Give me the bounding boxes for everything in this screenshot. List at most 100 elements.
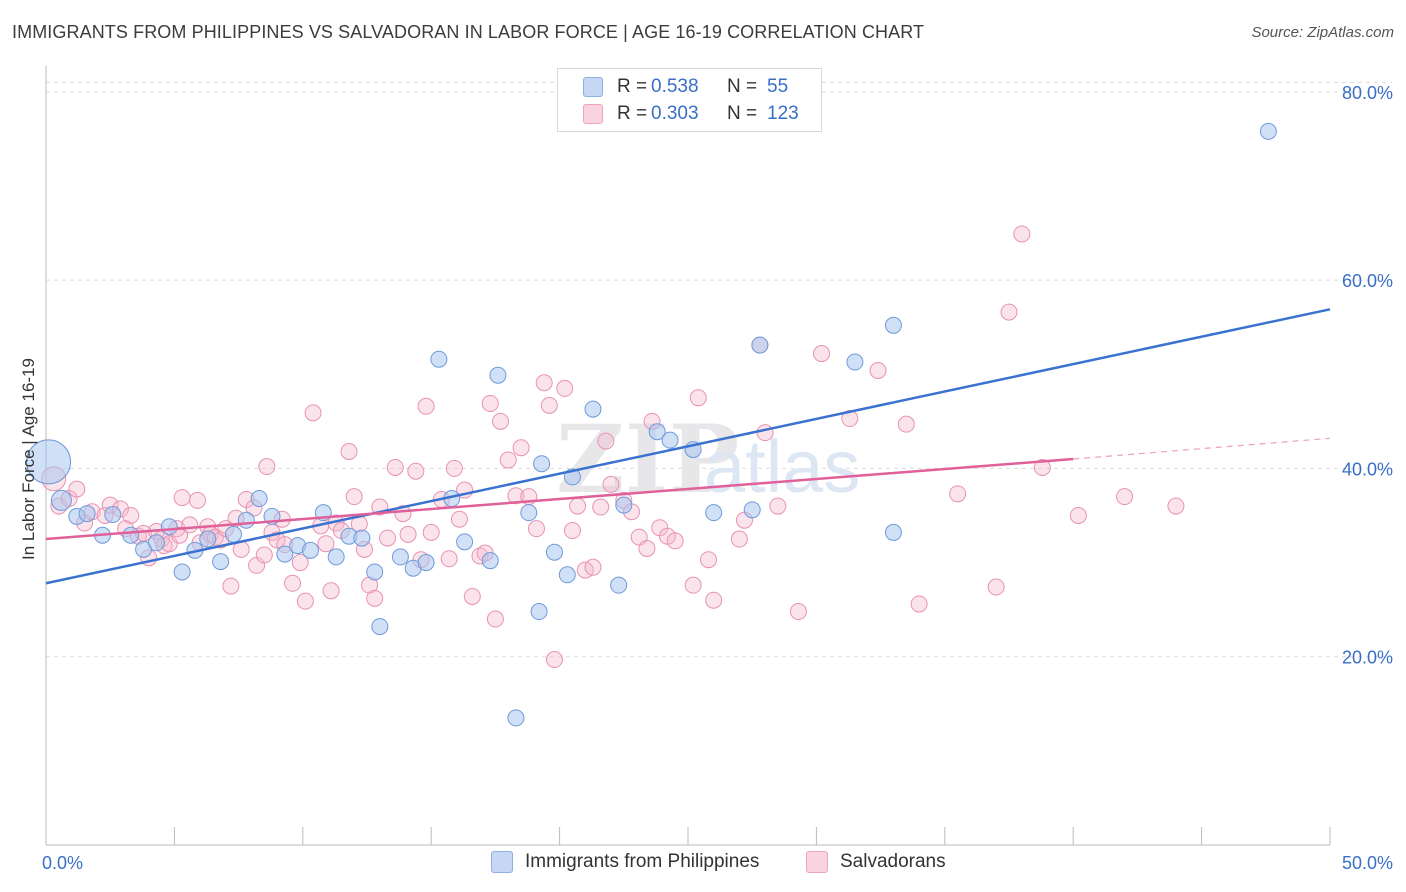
data-point xyxy=(391,548,409,566)
data-point xyxy=(846,353,864,371)
data-point xyxy=(535,374,553,392)
data-point xyxy=(173,489,191,507)
data-point xyxy=(533,455,551,473)
data-point xyxy=(181,516,199,534)
data-point xyxy=(556,379,574,397)
data-point xyxy=(615,496,633,514)
data-point xyxy=(540,396,558,414)
data-point xyxy=(407,462,425,480)
data-point xyxy=(545,651,563,669)
data-point xyxy=(705,504,723,522)
x-tick-label: 0.0% xyxy=(42,853,83,873)
data-point xyxy=(597,432,615,450)
data-point xyxy=(769,497,787,515)
data-point xyxy=(345,488,363,506)
y-tick-label: 20.0% xyxy=(1342,648,1393,668)
y-axis-label: In Labor Force | Age 16-19 xyxy=(19,358,38,560)
data-point xyxy=(379,529,397,547)
y-tick-label: 60.0% xyxy=(1342,271,1393,291)
n-value: 123 xyxy=(767,103,799,124)
data-point xyxy=(884,316,902,334)
chart-title: IMMIGRANTS FROM PHILIPPINES VS SALVADORA… xyxy=(12,22,925,42)
legend-swatch-blue xyxy=(491,851,513,873)
data-point xyxy=(545,543,563,561)
legend-swatch-pink xyxy=(806,851,828,873)
data-point xyxy=(558,566,576,584)
trendline-salvadorans-extension xyxy=(1073,437,1331,460)
data-point xyxy=(394,505,412,523)
data-point xyxy=(512,439,530,457)
data-point xyxy=(481,394,499,412)
data-point xyxy=(399,525,417,543)
data-point xyxy=(255,546,273,564)
trendline-salvadorans xyxy=(45,457,1074,541)
data-point xyxy=(104,506,122,524)
data-point xyxy=(569,497,587,515)
data-point xyxy=(291,554,309,572)
data-point xyxy=(610,576,628,594)
r-value: 0.303 xyxy=(651,103,699,124)
data-point xyxy=(422,523,440,541)
data-point xyxy=(386,458,404,476)
stats-row-philippines: R = 0.538 N = 55 xyxy=(558,74,788,100)
data-point xyxy=(1069,506,1087,524)
data-point xyxy=(317,535,335,553)
data-point xyxy=(584,558,602,576)
data-point xyxy=(730,530,748,548)
data-point xyxy=(1259,122,1277,140)
watermark: ZIP atlas xyxy=(556,405,860,515)
r-label: R = xyxy=(617,76,648,97)
data-point xyxy=(527,520,545,538)
data-point xyxy=(869,362,887,380)
data-point xyxy=(224,525,242,543)
data-point xyxy=(50,489,72,511)
gridlines xyxy=(46,81,1392,658)
data-point xyxy=(456,533,474,551)
data-point xyxy=(258,458,276,476)
data-point xyxy=(237,511,255,529)
data-point xyxy=(700,551,718,569)
data-point xyxy=(160,518,178,536)
data-point xyxy=(507,487,525,505)
y-tick-label: 80.0% xyxy=(1342,83,1393,103)
data-point xyxy=(440,550,458,568)
data-point xyxy=(897,415,915,433)
data-point xyxy=(638,539,656,557)
data-point xyxy=(507,709,525,727)
data-point xyxy=(68,480,86,498)
data-point xyxy=(751,336,769,354)
trendlines xyxy=(45,308,1331,585)
data-point xyxy=(417,397,435,415)
legend-item-philippines[interactable]: Immigrants from Philippines xyxy=(491,851,759,873)
data-point xyxy=(296,592,314,610)
stats-legend: R = 0.538 N = 55 R = 0.303 N = 123 xyxy=(557,68,822,132)
watermark-atlas: atlas xyxy=(704,425,860,508)
legend-item-salvadorans[interactable]: Salvadorans xyxy=(806,851,946,873)
data-point xyxy=(481,552,499,570)
source-label: Source: ZipAtlas.com xyxy=(1251,24,1394,41)
data-point xyxy=(26,439,72,485)
y-tick-label: 40.0% xyxy=(1342,459,1393,479)
data-point xyxy=(489,366,507,384)
data-point xyxy=(250,490,268,508)
data-point xyxy=(199,530,217,548)
data-point xyxy=(1000,303,1018,321)
data-point xyxy=(756,424,774,442)
data-point xyxy=(222,577,240,595)
trendline-philippines xyxy=(45,308,1331,585)
data-point xyxy=(499,451,517,469)
data-point xyxy=(1116,488,1134,506)
data-point xyxy=(276,545,294,563)
data-point xyxy=(884,523,902,541)
data-point xyxy=(189,491,207,509)
legend-label: Immigrants from Philippines xyxy=(525,851,760,872)
series-blue xyxy=(26,122,1277,727)
data-point xyxy=(949,485,967,503)
data-point xyxy=(1033,458,1051,476)
data-point xyxy=(520,504,538,522)
r-label: R = xyxy=(617,103,648,124)
data-point xyxy=(371,618,389,636)
data-point xyxy=(340,442,358,460)
data-point xyxy=(78,505,96,523)
